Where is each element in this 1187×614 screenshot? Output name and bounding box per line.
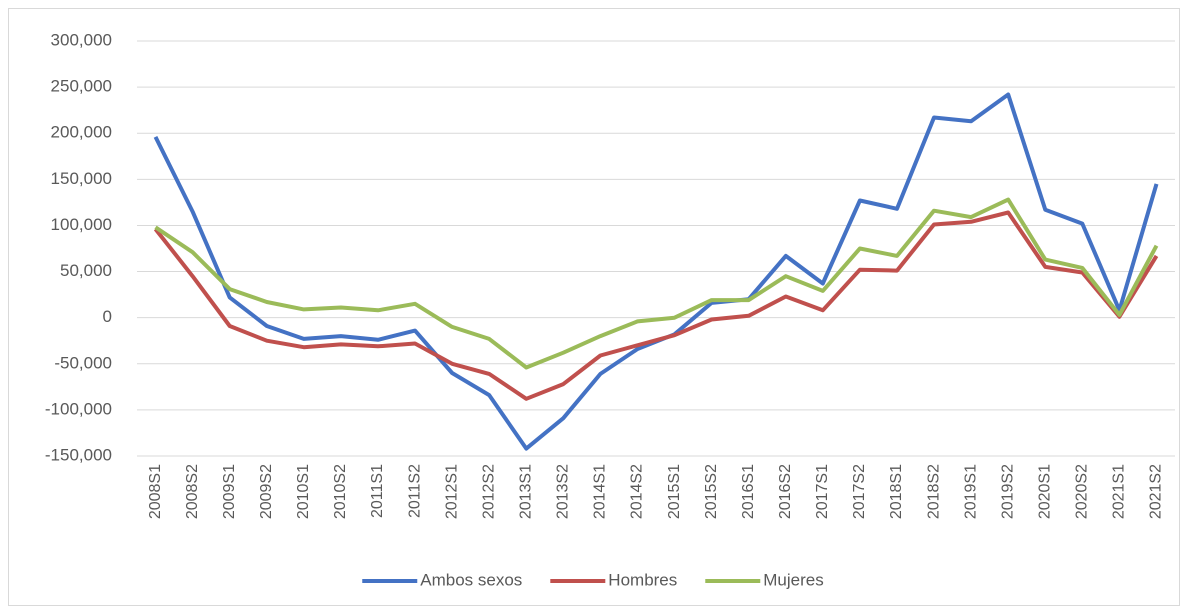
legend-label: Hombres [608, 570, 677, 589]
x-tick-label: 2015S2 [703, 464, 720, 519]
x-tick-label: 2011S1 [369, 464, 386, 518]
x-tick-label: 2013S1 [517, 464, 534, 519]
x-tick-label: 2008S2 [184, 464, 201, 519]
x-tick-label: 2008S1 [147, 464, 164, 519]
x-tick-label: 2010S1 [295, 464, 312, 519]
x-tick-label: 2021S2 [1148, 464, 1165, 519]
y-tick-label: 0 [103, 307, 112, 326]
y-tick-label: 100,000 [51, 215, 112, 234]
x-tick-label: 2013S2 [555, 464, 572, 519]
y-tick-label: -150,000 [45, 445, 112, 464]
chart-frame [8, 8, 1180, 606]
y-tick-label: 300,000 [51, 30, 112, 49]
legend-label: Ambos sexos [420, 570, 522, 589]
y-tick-label: 150,000 [51, 169, 112, 188]
x-tick-label: 2016S1 [740, 464, 757, 519]
series-line [153, 210, 1159, 401]
x-tick-label: 2021S1 [1111, 464, 1128, 519]
y-tick-label: 200,000 [51, 123, 112, 142]
x-tick-label: 2014S2 [629, 464, 646, 519]
x-tick-label: 2014S1 [592, 464, 609, 519]
x-tick-label: 2018S2 [925, 464, 942, 519]
series-line [154, 197, 1159, 370]
x-tick-label: 2009S2 [258, 464, 275, 519]
x-tick-label: 2017S2 [851, 464, 868, 519]
y-tick-label: 50,000 [60, 261, 112, 280]
x-tick-label: 2010S2 [332, 464, 349, 519]
legend-label: Mujeres [763, 570, 823, 589]
x-tick-label: 2020S2 [1074, 464, 1091, 519]
x-tick-label: 2012S1 [443, 464, 460, 519]
x-tick-label: 2019S1 [962, 464, 979, 519]
x-tick-label: 2011S2 [406, 464, 423, 518]
x-tick-label: 2017S1 [814, 464, 831, 519]
x-tick-label: 2009S1 [221, 464, 238, 519]
x-tick-label: 2019S2 [999, 464, 1016, 519]
y-tick-label: -50,000 [54, 353, 112, 372]
x-tick-label: 2018S1 [888, 464, 905, 519]
x-tick-label: 2015S1 [666, 464, 683, 519]
y-tick-label: 250,000 [51, 77, 112, 96]
x-tick-label: 2020S1 [1036, 464, 1053, 519]
x-tick-label: 2012S2 [480, 464, 497, 519]
x-tick-label: 2016S2 [777, 464, 794, 519]
y-tick-label: -100,000 [45, 399, 112, 418]
